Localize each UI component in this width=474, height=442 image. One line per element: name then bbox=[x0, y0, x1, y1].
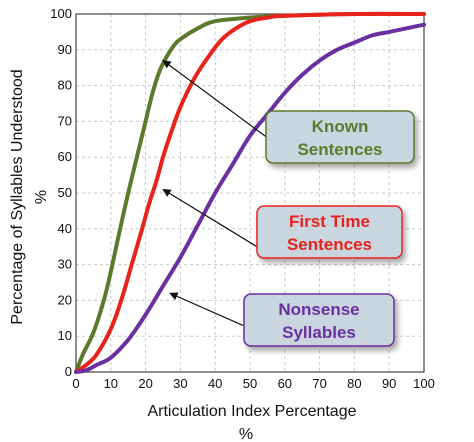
x-tick-label: 40 bbox=[208, 376, 222, 391]
annotation-arrow bbox=[169, 292, 244, 327]
y-tick-label: 70 bbox=[58, 113, 72, 128]
series-lines bbox=[74, 11, 426, 374]
annotation-arrow bbox=[162, 60, 275, 144]
x-tick-label: 30 bbox=[173, 376, 187, 391]
callout-first-time-sentences: First Time Sentences bbox=[256, 205, 403, 259]
callout-nonsense-syllables: Nonsense Syllables bbox=[243, 293, 395, 347]
callout-known-sentences: Known Sentences bbox=[265, 110, 415, 164]
series-callouts: Known Sentences First Time Sentences Nonsens… bbox=[243, 110, 415, 347]
y-tick-label: 30 bbox=[58, 257, 72, 272]
y-tick-labels: 0 10 20 30 40 50 60 70 80 90 100 bbox=[50, 6, 72, 379]
x-tick-label: 100 bbox=[413, 376, 435, 391]
x-tick-label: 60 bbox=[278, 376, 292, 391]
x-tick-label: 0 bbox=[72, 376, 79, 391]
callout-box bbox=[265, 110, 415, 164]
y-axis-title: Percentage of Syllables Understood bbox=[9, 69, 26, 324]
y-tick-label: 90 bbox=[58, 42, 72, 57]
x-tick-labels: 0 10 20 30 40 50 60 70 80 90 100 bbox=[72, 376, 434, 391]
callout-box bbox=[256, 205, 403, 259]
axes bbox=[75, 13, 425, 373]
y-tick-label: 50 bbox=[58, 185, 72, 200]
x-tick-label: 70 bbox=[312, 376, 326, 391]
y-axis-unit: % bbox=[33, 190, 50, 204]
callout-label-line: Syllables bbox=[282, 323, 356, 342]
y-tick-label: 60 bbox=[58, 149, 72, 164]
series-line-known-sentences bbox=[74, 11, 426, 374]
annotation-arrow bbox=[162, 188, 258, 248]
y-tick-label: 100 bbox=[50, 6, 72, 21]
y-tick-label: 0 bbox=[65, 364, 72, 379]
callout-label-line: Sentences bbox=[297, 140, 382, 159]
axes-frame bbox=[75, 13, 425, 373]
y-tick-label: 20 bbox=[58, 292, 72, 307]
callout-label-line: Known bbox=[312, 117, 369, 136]
series-line-nonsense-syllables bbox=[74, 22, 426, 374]
x-tick-label: 50 bbox=[243, 376, 257, 391]
series-line-first-time-sentences bbox=[74, 11, 426, 374]
y-tick-label: 80 bbox=[58, 78, 72, 93]
x-tick-label: 20 bbox=[138, 376, 152, 391]
callout-label-line: Sentences bbox=[287, 235, 372, 254]
callout-label-line: First Time bbox=[289, 212, 370, 231]
x-tick-label: 80 bbox=[347, 376, 361, 391]
y-tick-label: 40 bbox=[58, 221, 72, 236]
annotation-arrows bbox=[162, 60, 275, 327]
x-axis-title: Articulation Index Percentage bbox=[147, 403, 356, 420]
x-tick-label: 90 bbox=[382, 376, 396, 391]
callout-label-line: Nonsense bbox=[278, 300, 359, 319]
x-tick-label: 10 bbox=[104, 376, 118, 391]
x-axis-unit: % bbox=[239, 426, 253, 442]
callout-box bbox=[243, 293, 395, 347]
y-tick-label: 10 bbox=[58, 328, 72, 343]
